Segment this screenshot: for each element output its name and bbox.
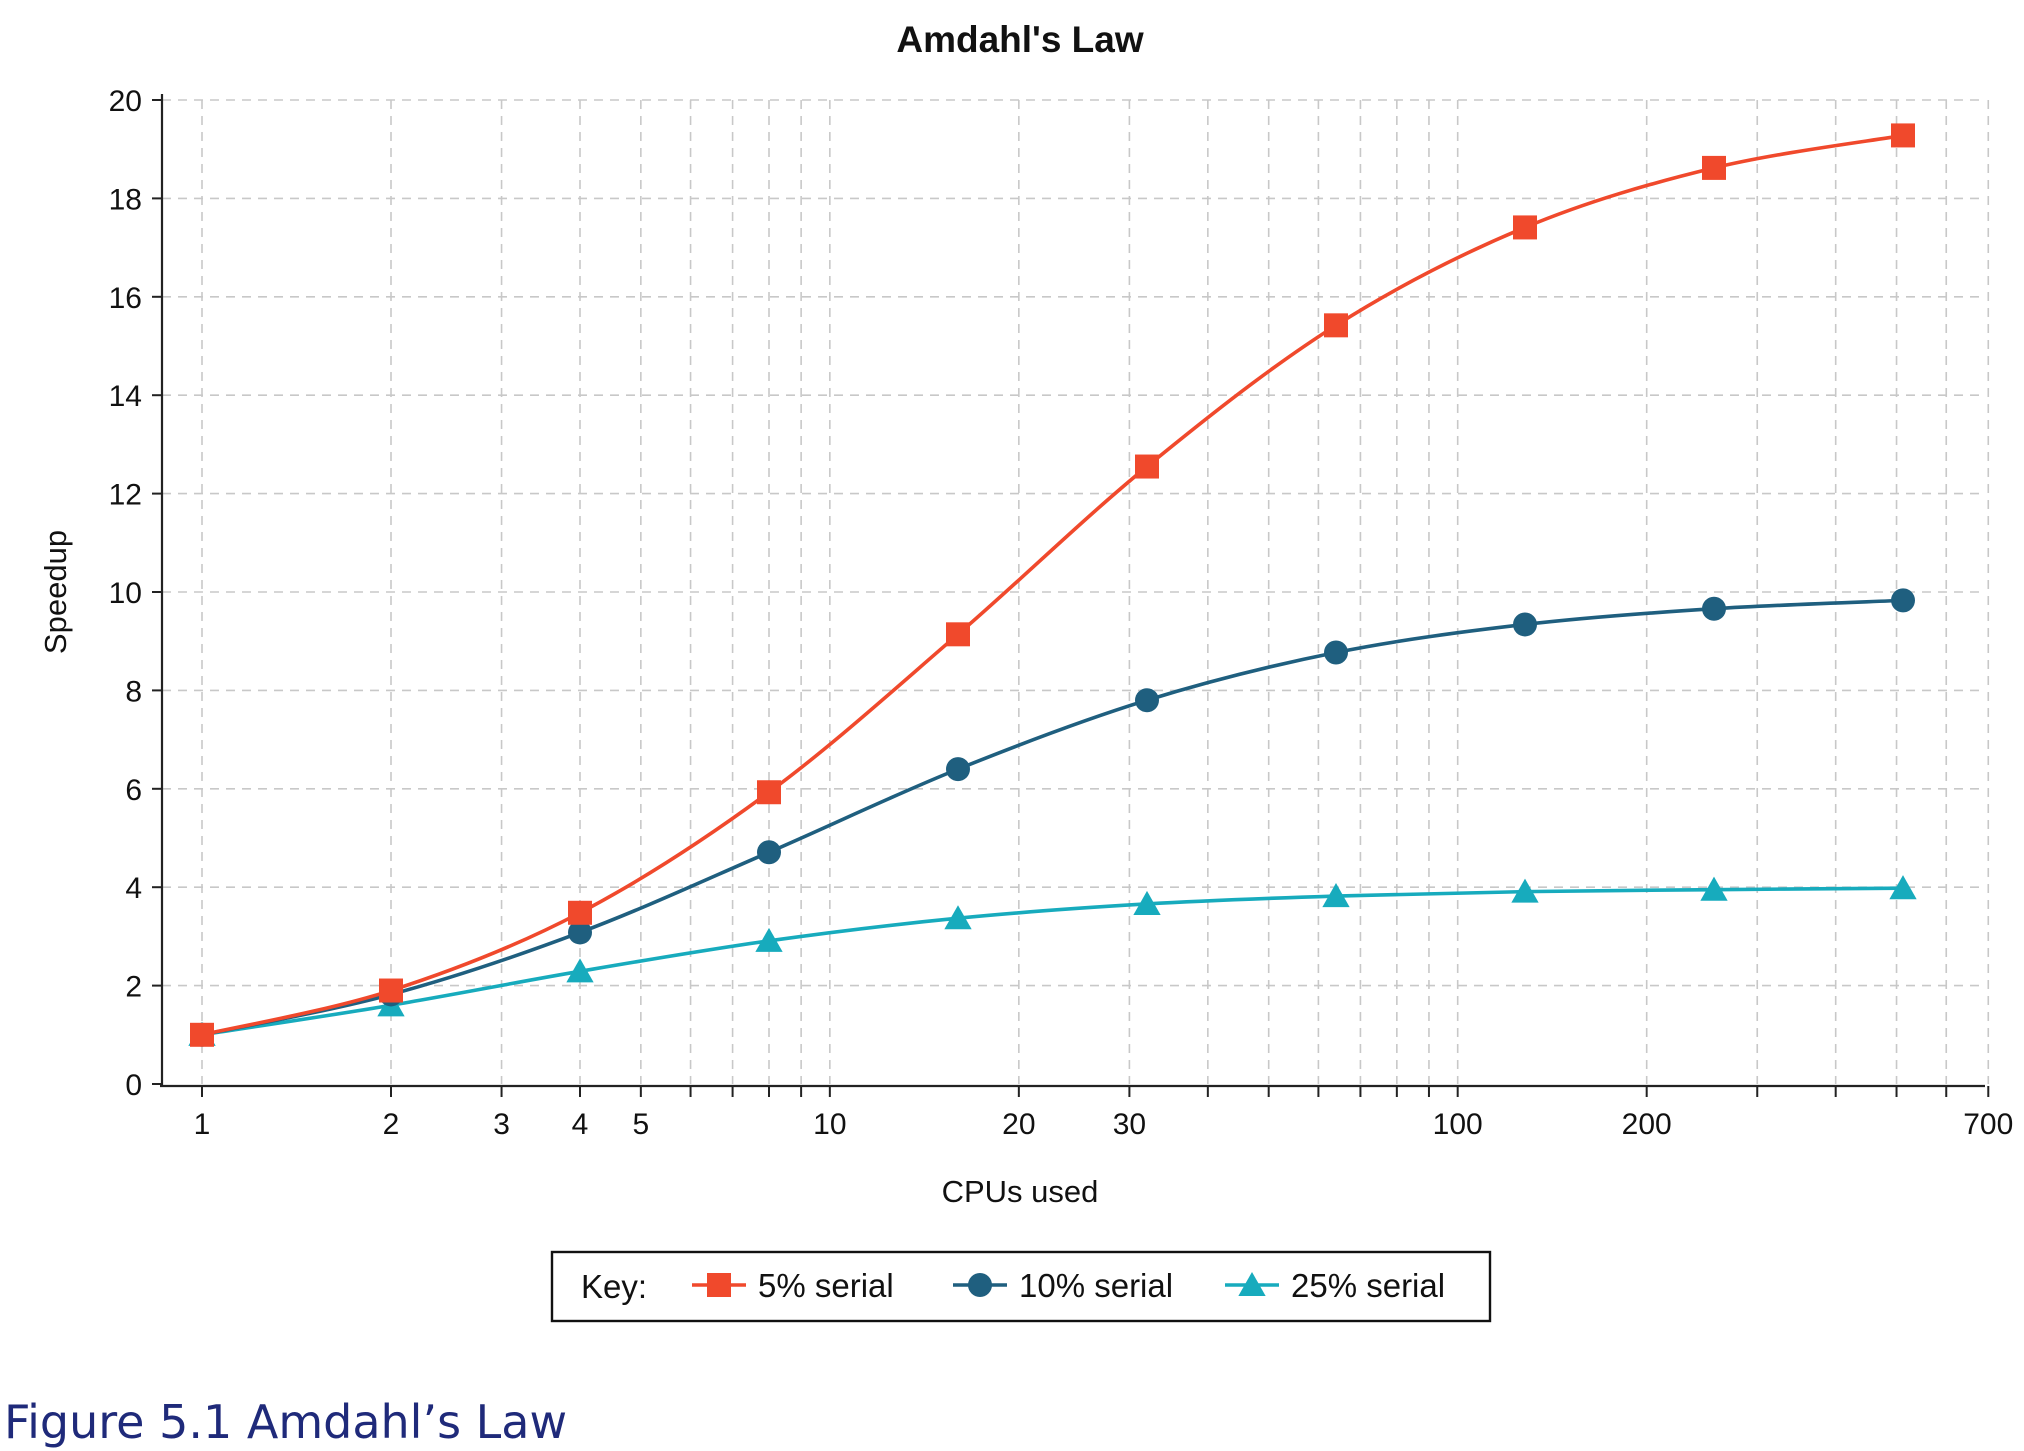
data-point-25pct-serial xyxy=(755,927,783,952)
data-point-10pct-serial xyxy=(1324,640,1348,665)
data-point-25pct-serial xyxy=(1889,875,1917,900)
data-point-10pct-serial xyxy=(1891,588,1915,613)
data-point-10pct-serial xyxy=(1135,688,1159,713)
x-tick-label: 5 xyxy=(633,1108,650,1141)
x-tick-label: 4 xyxy=(572,1108,589,1141)
y-axis-label: Speedup xyxy=(38,530,73,654)
x-tick-label: 200 xyxy=(1622,1108,1672,1141)
y-tick-label: 8 xyxy=(125,675,142,708)
x-tick-label: 30 xyxy=(1113,1108,1146,1141)
data-point-5pct-serial xyxy=(1891,123,1915,148)
x-axis-label: CPUs used xyxy=(942,1174,1099,1209)
legend: Key: 5% serial 10% serial 25% serial xyxy=(550,1250,1492,1323)
data-point-5pct-serial xyxy=(568,900,592,925)
data-point-25pct-serial xyxy=(1511,878,1539,903)
data-point-5pct-serial xyxy=(1324,313,1348,338)
data-point-10pct-serial xyxy=(757,840,781,865)
x-tick-label: 20 xyxy=(1002,1108,1035,1141)
data-point-10pct-serial xyxy=(1513,612,1537,637)
legend-marker-25pct-serial xyxy=(1238,1272,1266,1297)
legend-marker-10pct-serial xyxy=(968,1273,992,1297)
grid xyxy=(162,99,1990,1084)
legend-key-label: Key: xyxy=(581,1268,647,1305)
x-tick-label: 1 xyxy=(194,1108,211,1141)
x-tick-label: 2 xyxy=(383,1108,400,1141)
data-point-5pct-serial xyxy=(757,780,781,805)
y-tick-label: 10 xyxy=(109,577,142,610)
y-tick-label: 12 xyxy=(109,479,142,512)
data-point-25pct-serial xyxy=(1133,890,1161,915)
series-line-10pct-serial xyxy=(201,598,1904,1037)
data-point-25pct-serial xyxy=(944,905,972,930)
chart-title: Amdahl's Law xyxy=(896,19,1144,60)
x-tick-label: 100 xyxy=(1433,1108,1483,1141)
x-tick-label: 3 xyxy=(493,1108,510,1141)
y-tick-label: 20 xyxy=(109,85,142,118)
data-point-5pct-serial xyxy=(379,978,403,1003)
y-tick-label: 18 xyxy=(109,183,142,216)
data-point-5pct-serial xyxy=(190,1022,214,1047)
data-point-25pct-serial xyxy=(566,958,594,983)
legend-label-25pct-serial: 25% serial xyxy=(1291,1267,1445,1304)
figure-caption: Figure 5.1 Amdahl’s Law xyxy=(4,1395,568,1449)
legend-label-10pct-serial: 10% serial xyxy=(1019,1267,1173,1304)
y-tick-label: 14 xyxy=(109,380,142,413)
data-point-25pct-serial xyxy=(1322,883,1350,908)
data-point-5pct-serial xyxy=(946,622,970,647)
x-tick-label: 700 xyxy=(1963,1108,2013,1141)
data-point-5pct-serial xyxy=(1135,454,1159,479)
x-tick-label: 10 xyxy=(813,1108,846,1141)
series xyxy=(188,123,1917,1047)
y-tick-label: 16 xyxy=(109,282,142,315)
series-line-5pct-serial xyxy=(201,133,1904,1037)
y-tick-label: 0 xyxy=(125,1069,142,1102)
y-tick-label: 4 xyxy=(125,872,142,905)
data-point-10pct-serial xyxy=(568,920,592,945)
data-point-5pct-serial xyxy=(1513,215,1537,240)
data-point-10pct-serial xyxy=(1702,596,1726,621)
legend-marker-5pct-serial xyxy=(707,1273,731,1297)
data-point-5pct-serial xyxy=(1702,155,1726,180)
data-point-25pct-serial xyxy=(1700,876,1728,901)
y-tick-label: 6 xyxy=(125,774,142,807)
series-line-25pct-serial xyxy=(201,886,1904,1037)
data-point-10pct-serial xyxy=(946,757,970,782)
legend-label-5pct-serial: 5% serial xyxy=(758,1267,894,1304)
y-tick-label: 2 xyxy=(125,971,142,1004)
